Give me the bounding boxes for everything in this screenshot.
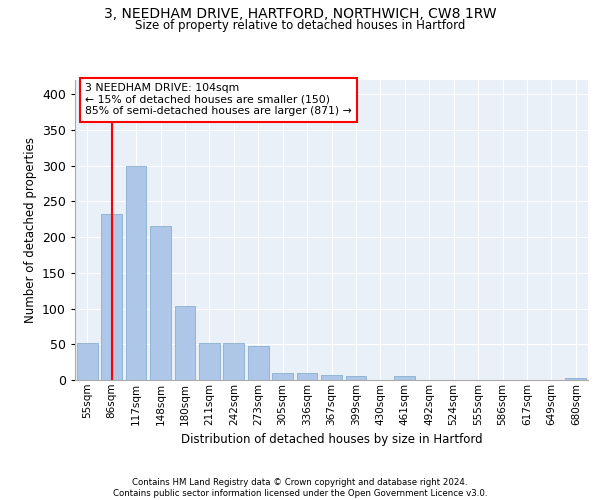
Bar: [199, 343, 220, 380]
Bar: [223, 343, 244, 380]
Bar: [175, 306, 196, 380]
Bar: [346, 376, 367, 380]
Bar: [296, 373, 317, 380]
Bar: [394, 376, 415, 380]
Bar: [321, 375, 342, 380]
Text: 3 NEEDHAM DRIVE: 104sqm
← 15% of detached houses are smaller (150)
85% of semi-d: 3 NEEDHAM DRIVE: 104sqm ← 15% of detache…: [85, 83, 352, 116]
Bar: [248, 346, 269, 380]
Bar: [101, 214, 122, 380]
Text: 3, NEEDHAM DRIVE, HARTFORD, NORTHWICH, CW8 1RW: 3, NEEDHAM DRIVE, HARTFORD, NORTHWICH, C…: [104, 8, 496, 22]
Bar: [565, 378, 586, 380]
Y-axis label: Number of detached properties: Number of detached properties: [23, 137, 37, 323]
Bar: [272, 373, 293, 380]
Text: Contains HM Land Registry data © Crown copyright and database right 2024.
Contai: Contains HM Land Registry data © Crown c…: [113, 478, 487, 498]
X-axis label: Distribution of detached houses by size in Hartford: Distribution of detached houses by size …: [181, 433, 482, 446]
Bar: [77, 343, 98, 380]
Text: Size of property relative to detached houses in Hartford: Size of property relative to detached ho…: [135, 18, 465, 32]
Bar: [150, 226, 171, 380]
Bar: [125, 166, 146, 380]
